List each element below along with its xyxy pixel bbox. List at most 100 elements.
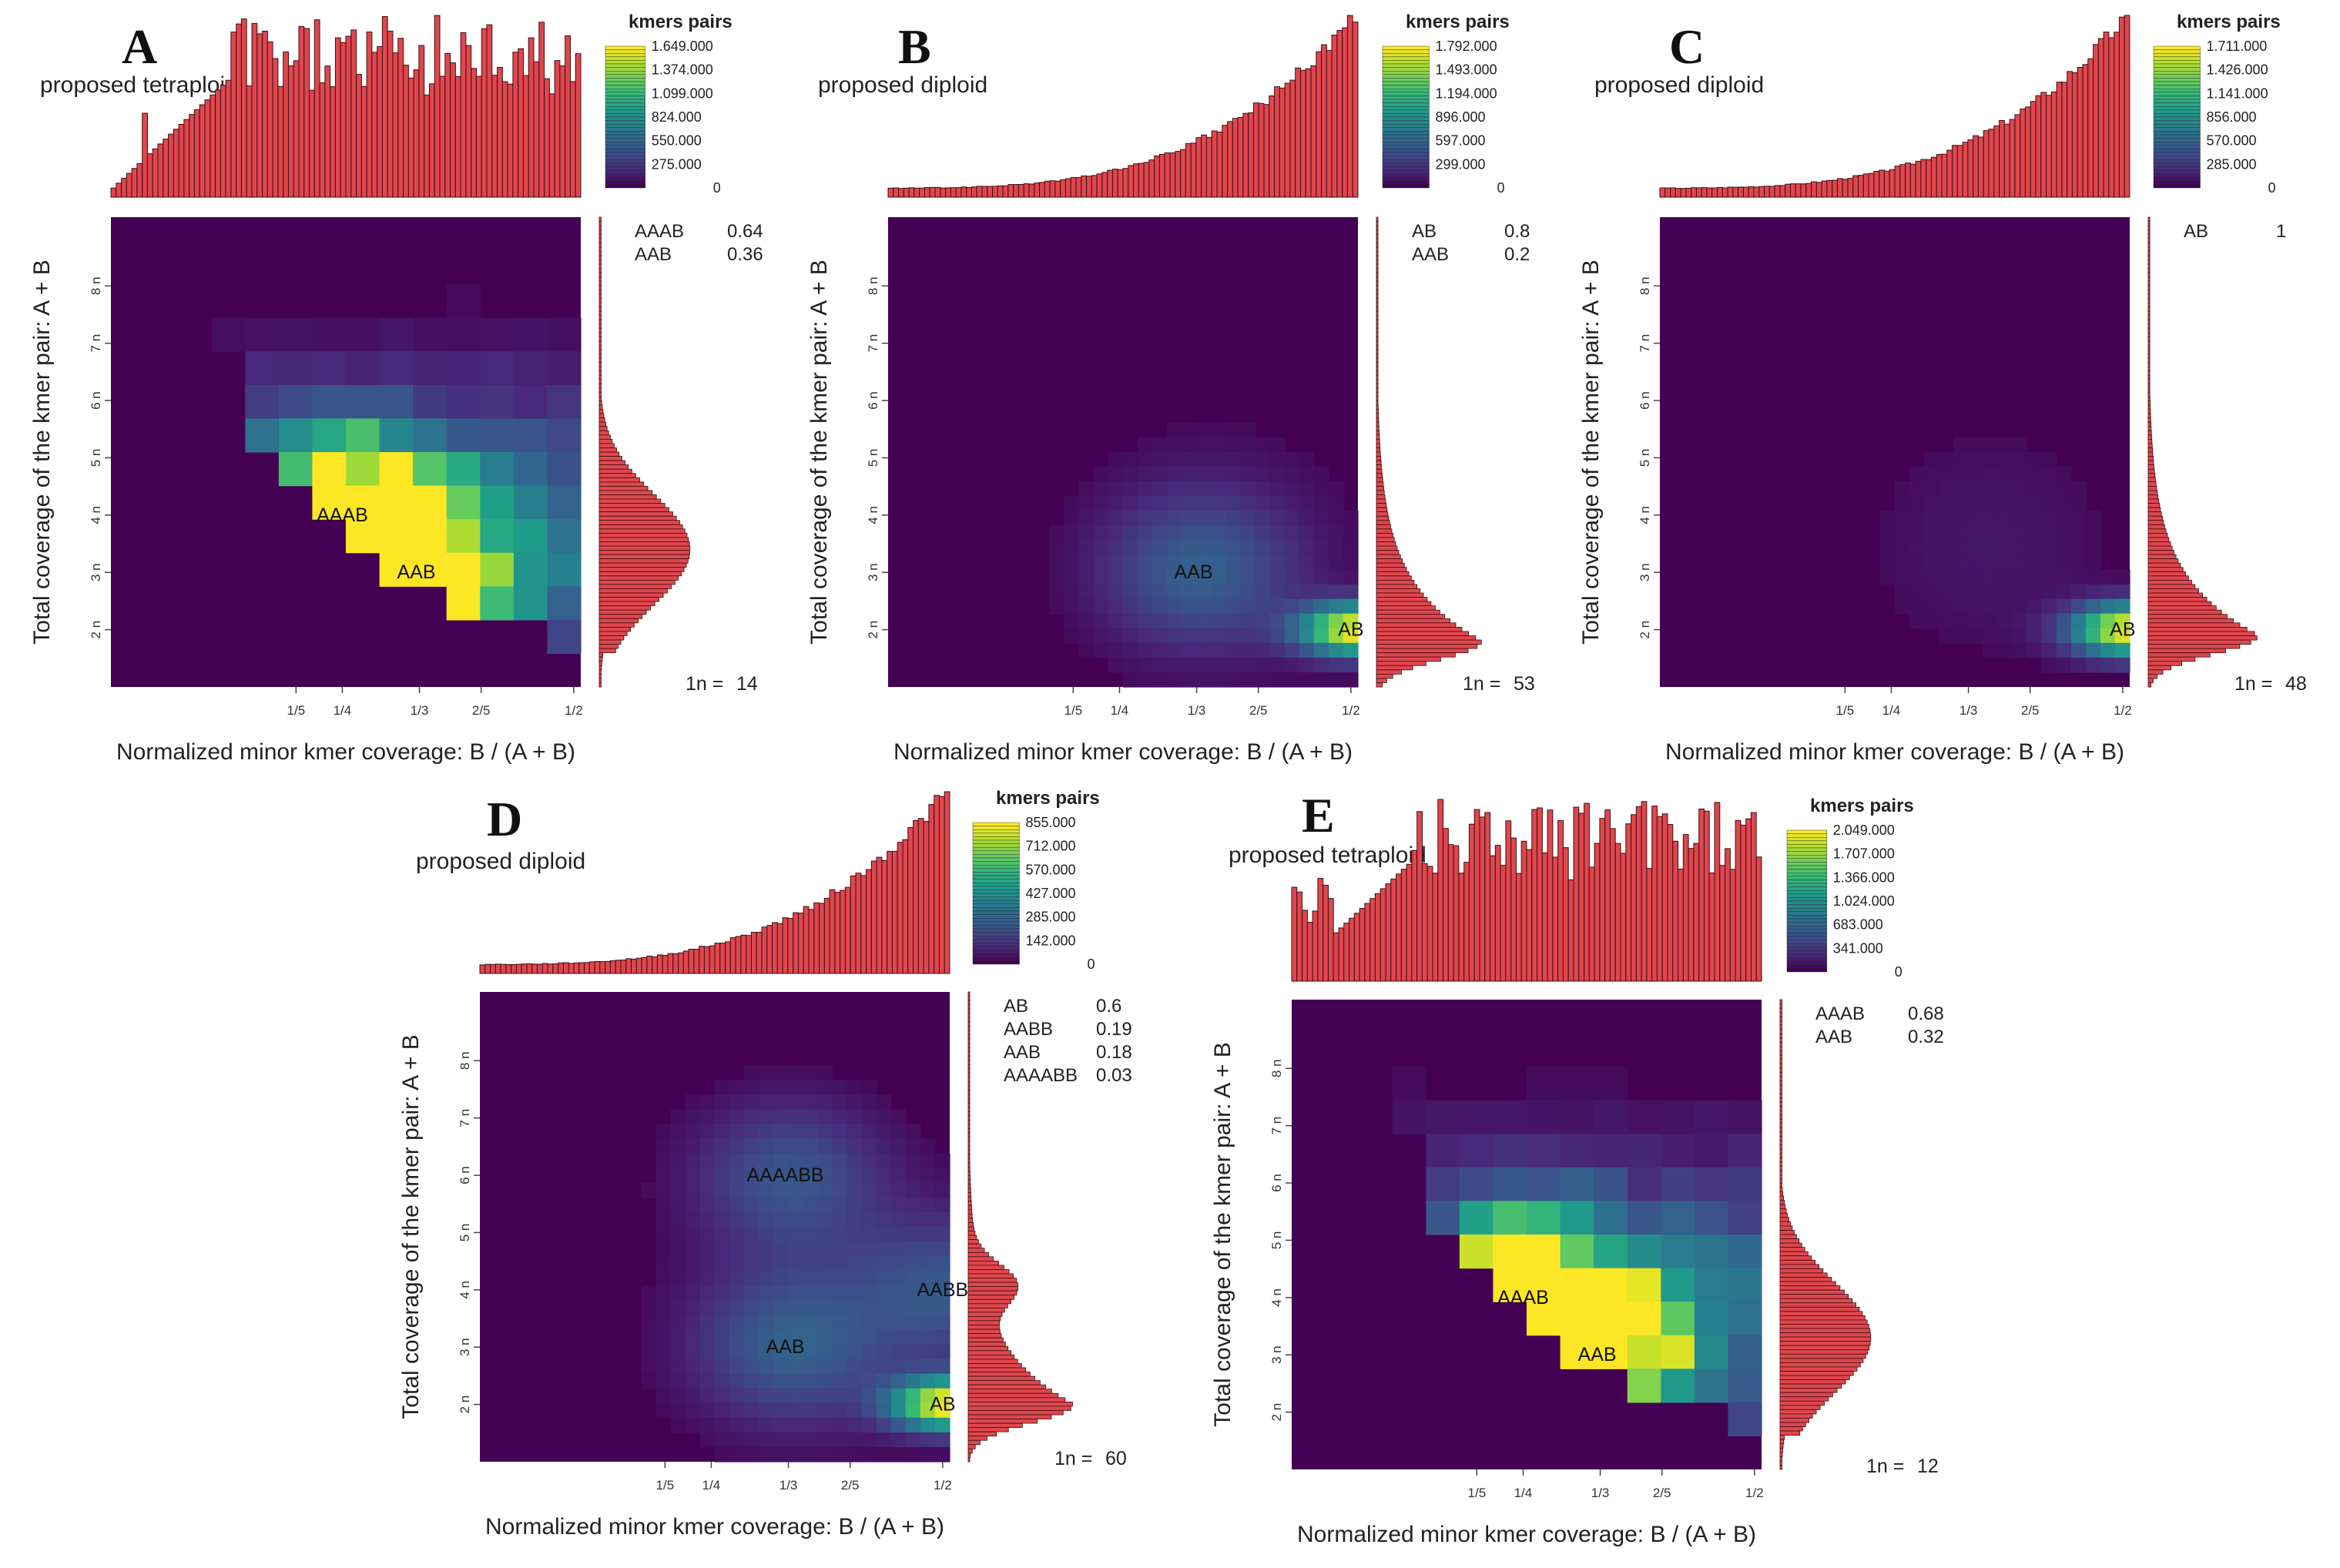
- right-histogram-bar: [1376, 430, 1380, 436]
- right-histogram-bar: [967, 1175, 971, 1181]
- peak-label-aab: AAB: [766, 1336, 805, 1358]
- heatmap-cell: [1123, 598, 1138, 615]
- top-histogram-bar: [866, 869, 872, 974]
- top-histogram-bar: [719, 943, 726, 974]
- top-histogram-bar: [2009, 119, 2016, 198]
- right-histogram-bar: [598, 255, 602, 260]
- right-histogram-bar: [967, 1102, 971, 1108]
- top-histogram-bar: [450, 62, 456, 198]
- right-histogram-bar: [1779, 1131, 1782, 1137]
- top-histogram-bar: [1800, 183, 1807, 198]
- right-histogram-bar: [967, 1188, 971, 1194]
- heatmap-cell: [1108, 540, 1124, 556]
- right-histogram-bar: [1376, 319, 1379, 325]
- heatmap-cell: [1269, 511, 1286, 526]
- heatmap-cell: [759, 1359, 774, 1375]
- heatmap-cell: [1627, 1335, 1661, 1369]
- right-histogram-bar: [967, 1051, 971, 1057]
- heatmap-cell: [2070, 598, 2087, 615]
- heatmap-cell: [641, 1344, 657, 1360]
- heatmap-cell: [1459, 1100, 1494, 1134]
- heatmap-cell: [1968, 481, 1983, 497]
- colorbar-step: [972, 872, 1020, 876]
- heatmap-cell: [685, 1094, 701, 1111]
- top-histogram-bar: [1983, 130, 1990, 198]
- top-histogram-bar: [1725, 848, 1731, 982]
- colorbar-step: [605, 131, 645, 136]
- heatmap-cell: [685, 1329, 701, 1345]
- heatmap-cell: [2070, 613, 2087, 629]
- right-histogram-bar: [1376, 417, 1380, 423]
- heatmap-cell: [729, 1256, 745, 1271]
- heatmap-cell: [1968, 540, 1983, 556]
- heatmap-cell: [729, 1329, 745, 1345]
- heatmap-cell: [817, 1241, 833, 1257]
- top-histogram-bar: [1520, 840, 1527, 982]
- heatmap-cell: [1661, 1235, 1695, 1269]
- top-histogram-bar: [823, 897, 830, 974]
- top-histogram-bar: [494, 963, 501, 974]
- right-histogram-bar: [598, 656, 603, 662]
- colorbar-step: [972, 950, 1020, 954]
- top-histogram-bar: [397, 38, 404, 198]
- heatmap-cell: [920, 1359, 936, 1375]
- top-histogram-bar: [693, 949, 700, 974]
- top-histogram-bar: [934, 795, 940, 974]
- heatmap-cell: [1240, 511, 1256, 526]
- heatmap-cell: [876, 1241, 892, 1257]
- right-histogram-bar: [1779, 1148, 1782, 1154]
- heatmap-cell: [803, 1417, 819, 1433]
- colorbar-step: [1382, 173, 1430, 178]
- top-histogram-bar: [1269, 95, 1276, 198]
- heatmap-cell: [817, 1417, 833, 1433]
- heatmap-cell: [729, 1285, 745, 1301]
- heatmap-cell: [655, 1241, 672, 1257]
- top-histogram-bar: [1479, 816, 1486, 982]
- heatmap-cell: [1240, 642, 1256, 658]
- colorbar-step: [1382, 131, 1430, 136]
- top-histogram-bar: [1832, 179, 1838, 198]
- colorbar-tick-label: 855.000: [1026, 815, 1076, 830]
- top-histogram-bar: [797, 913, 804, 974]
- top-histogram-bar: [146, 153, 153, 198]
- heatmap-cell: [861, 1211, 877, 1228]
- colorbar-step: [605, 138, 645, 142]
- right-histogram-bar: [598, 353, 602, 359]
- heatmap-cell: [1997, 540, 2013, 556]
- heatmap-cell: [1879, 540, 1896, 556]
- heatmap-cell: [832, 1315, 848, 1331]
- right-histogram-bar: [1779, 1106, 1782, 1111]
- heatmap-cell: [1211, 525, 1227, 541]
- heatmap-cell: [1167, 628, 1182, 644]
- panel-letter: E: [1302, 788, 1335, 843]
- heatmap-cell: [1269, 496, 1286, 511]
- heatmap-cell: [1182, 554, 1197, 571]
- colorbar-step: [605, 67, 645, 72]
- heatmap-cell: [1493, 1268, 1527, 1302]
- right-histogram-bar: [1779, 1413, 1813, 1419]
- top-histogram-bar: [1252, 102, 1259, 198]
- heatmap-cell: [699, 1388, 716, 1404]
- top-histogram-bar: [2056, 82, 2063, 198]
- heatmap-cell: [312, 485, 347, 520]
- heatmap-cell: [1182, 642, 1197, 658]
- heatmap-cell: [715, 1109, 730, 1125]
- y-tick-label: 5 n: [89, 449, 103, 467]
- right-histogram-bar: [598, 413, 605, 419]
- heatmap-cell: [788, 1388, 803, 1404]
- top-histogram-bar: [136, 162, 143, 198]
- heatmap-cell: [670, 1344, 686, 1360]
- top-histogram-bar: [1060, 179, 1066, 198]
- colorbar-step: [2153, 60, 2201, 65]
- heatmap-cell: [1225, 481, 1242, 497]
- heatmap-cell: [513, 519, 548, 554]
- heatmap-cell: [817, 1329, 833, 1345]
- top-histogram-bar: [703, 946, 710, 974]
- heatmap-cell: [1152, 452, 1168, 467]
- heatmap-cell: [2056, 467, 2072, 482]
- heatmap-cell: [905, 1329, 921, 1345]
- top-histogram-bar: [505, 963, 512, 974]
- heatmap-cell: [685, 1271, 701, 1286]
- heatmap-cell: [670, 1329, 686, 1345]
- heatmap-cell: [1123, 642, 1138, 658]
